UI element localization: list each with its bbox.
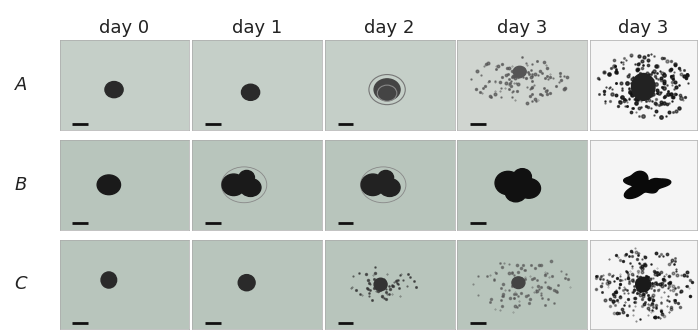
Ellipse shape (105, 82, 123, 98)
Ellipse shape (240, 178, 261, 197)
Text: B: B (15, 176, 27, 194)
Text: day 3: day 3 (618, 19, 668, 37)
Ellipse shape (378, 170, 393, 185)
Ellipse shape (495, 171, 521, 195)
Text: day 1: day 1 (232, 19, 282, 37)
Ellipse shape (517, 178, 540, 198)
Ellipse shape (361, 174, 384, 196)
Ellipse shape (238, 275, 255, 291)
Polygon shape (624, 171, 671, 199)
Text: A: A (15, 76, 27, 94)
Ellipse shape (505, 184, 526, 202)
Ellipse shape (631, 74, 655, 100)
Text: day 3: day 3 (497, 19, 547, 37)
Ellipse shape (636, 277, 651, 292)
Text: day 2: day 2 (365, 19, 415, 37)
Ellipse shape (374, 79, 400, 100)
Ellipse shape (513, 66, 526, 77)
Ellipse shape (379, 178, 400, 197)
Ellipse shape (239, 170, 255, 185)
Ellipse shape (222, 174, 246, 196)
Ellipse shape (374, 278, 387, 291)
Text: day 0: day 0 (99, 19, 150, 37)
Ellipse shape (101, 272, 117, 288)
Ellipse shape (512, 277, 525, 289)
Ellipse shape (241, 84, 260, 100)
Text: C: C (15, 276, 27, 293)
Ellipse shape (513, 169, 531, 185)
Ellipse shape (649, 178, 664, 187)
Ellipse shape (97, 175, 120, 195)
